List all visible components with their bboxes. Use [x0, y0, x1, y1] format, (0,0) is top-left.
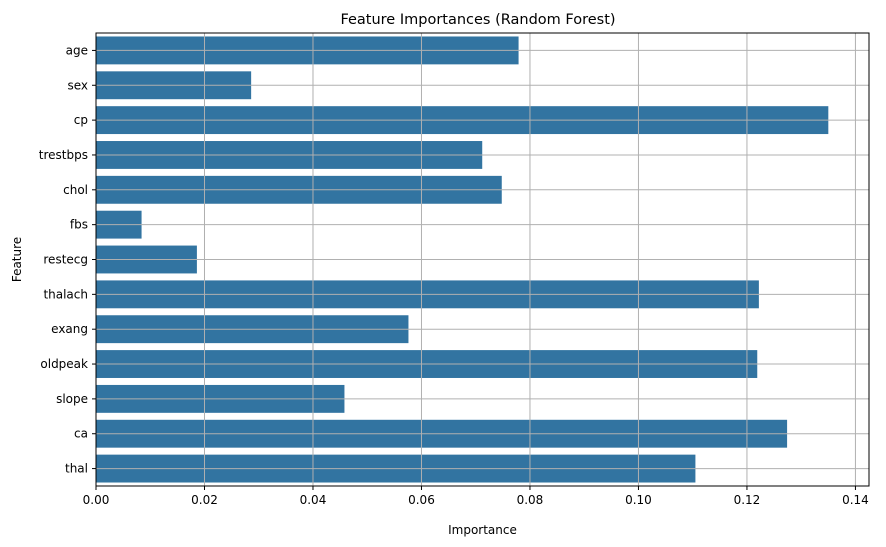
x-tick-layer: 0.00 0.02 0.04 0.06 0.08 0.10 0.12 0.14 [83, 486, 869, 507]
chart-title: Feature Importances (Random Forest) [340, 12, 615, 28]
x-tick-label: 0.00 [83, 493, 110, 507]
y-tick-label: slope [56, 392, 88, 406]
y-tick-layer: age sex cp trestbps chol fbs restecg thalach exa… [39, 43, 96, 476]
y-tick-label: exang [51, 322, 88, 336]
y-tick-label: sex [67, 78, 88, 92]
y-tick-label: restecg [43, 253, 88, 267]
y-tick-label: cp [74, 113, 88, 127]
x-tick-label: 0.02 [191, 493, 218, 507]
y-axis-label: Feature [10, 237, 24, 282]
y-tick-label: ca [74, 427, 88, 441]
y-tick-label: oldpeak [40, 357, 88, 371]
x-tick-label: 0.08 [517, 493, 544, 507]
y-tick-label: age [66, 43, 88, 57]
x-tick-label: 0.06 [408, 493, 435, 507]
x-tick-label: 0.04 [300, 493, 327, 507]
y-tick-label: fbs [70, 218, 88, 232]
grid-layer [95, 33, 869, 486]
x-tick-label: 0.10 [625, 493, 652, 507]
x-axis-label: Importance [448, 523, 517, 537]
y-tick-label: thalach [43, 287, 88, 301]
x-tick-label: 0.12 [734, 493, 761, 507]
y-tick-label: trestbps [39, 148, 88, 162]
y-tick-label: chol [63, 183, 88, 197]
x-tick-label: 0.14 [842, 493, 869, 507]
y-tick-label: thal [65, 462, 88, 476]
